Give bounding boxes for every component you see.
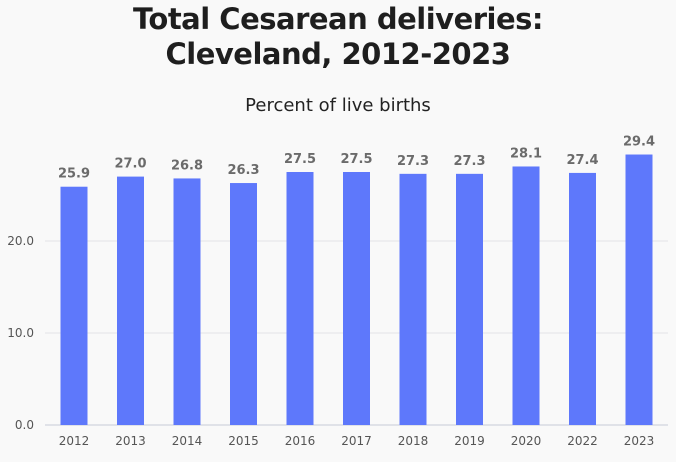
data-label: 27.3 <box>453 154 485 169</box>
chart-title: Total Cesarean deliveries: Cleveland, 20… <box>0 2 676 72</box>
data-label: 27.4 <box>566 153 598 168</box>
y-tick-label: 0.0 <box>15 418 34 432</box>
x-tick-label: 2022 <box>567 434 598 448</box>
chart-subtitle: Percent of live births <box>245 95 431 116</box>
x-tick-label: 2017 <box>341 434 372 448</box>
x-tick-label: 2014 <box>172 434 203 448</box>
data-label: 29.4 <box>623 135 655 150</box>
data-label: 27.5 <box>284 152 316 167</box>
x-tick-label: 2023 <box>624 434 655 448</box>
bar <box>173 178 201 425</box>
bar <box>60 186 88 425</box>
data-label: 28.1 <box>510 146 542 161</box>
data-label: 26.3 <box>227 163 259 178</box>
bar <box>512 166 540 426</box>
data-label: 25.9 <box>58 167 90 182</box>
x-tick-label: 2019 <box>454 434 485 448</box>
bar <box>343 172 370 425</box>
x-tick-label: 2018 <box>398 434 429 448</box>
title-line-2: Cleveland, 2012-2023 <box>165 37 511 71</box>
bar <box>230 183 257 425</box>
data-label: 27.3 <box>397 154 429 169</box>
data-label: 27.0 <box>114 157 146 172</box>
x-tick-label: 2012 <box>59 434 90 448</box>
y-tick-label: 20.0 <box>7 234 34 248</box>
x-tick-label: 2013 <box>115 434 146 448</box>
data-label: 27.5 <box>340 152 372 167</box>
bar <box>286 172 314 425</box>
data-label: 26.8 <box>171 158 203 173</box>
bar <box>399 173 427 425</box>
x-tick-label: 2020 <box>511 434 542 448</box>
bar <box>569 172 596 425</box>
bar <box>625 154 653 425</box>
bar <box>117 176 144 425</box>
bar <box>456 173 483 425</box>
title-line-1: Total Cesarean deliveries: <box>132 2 544 36</box>
y-tick-label: 10.0 <box>7 326 34 340</box>
x-tick-label: 2015 <box>228 434 259 448</box>
x-tick-label: 2016 <box>285 434 316 448</box>
